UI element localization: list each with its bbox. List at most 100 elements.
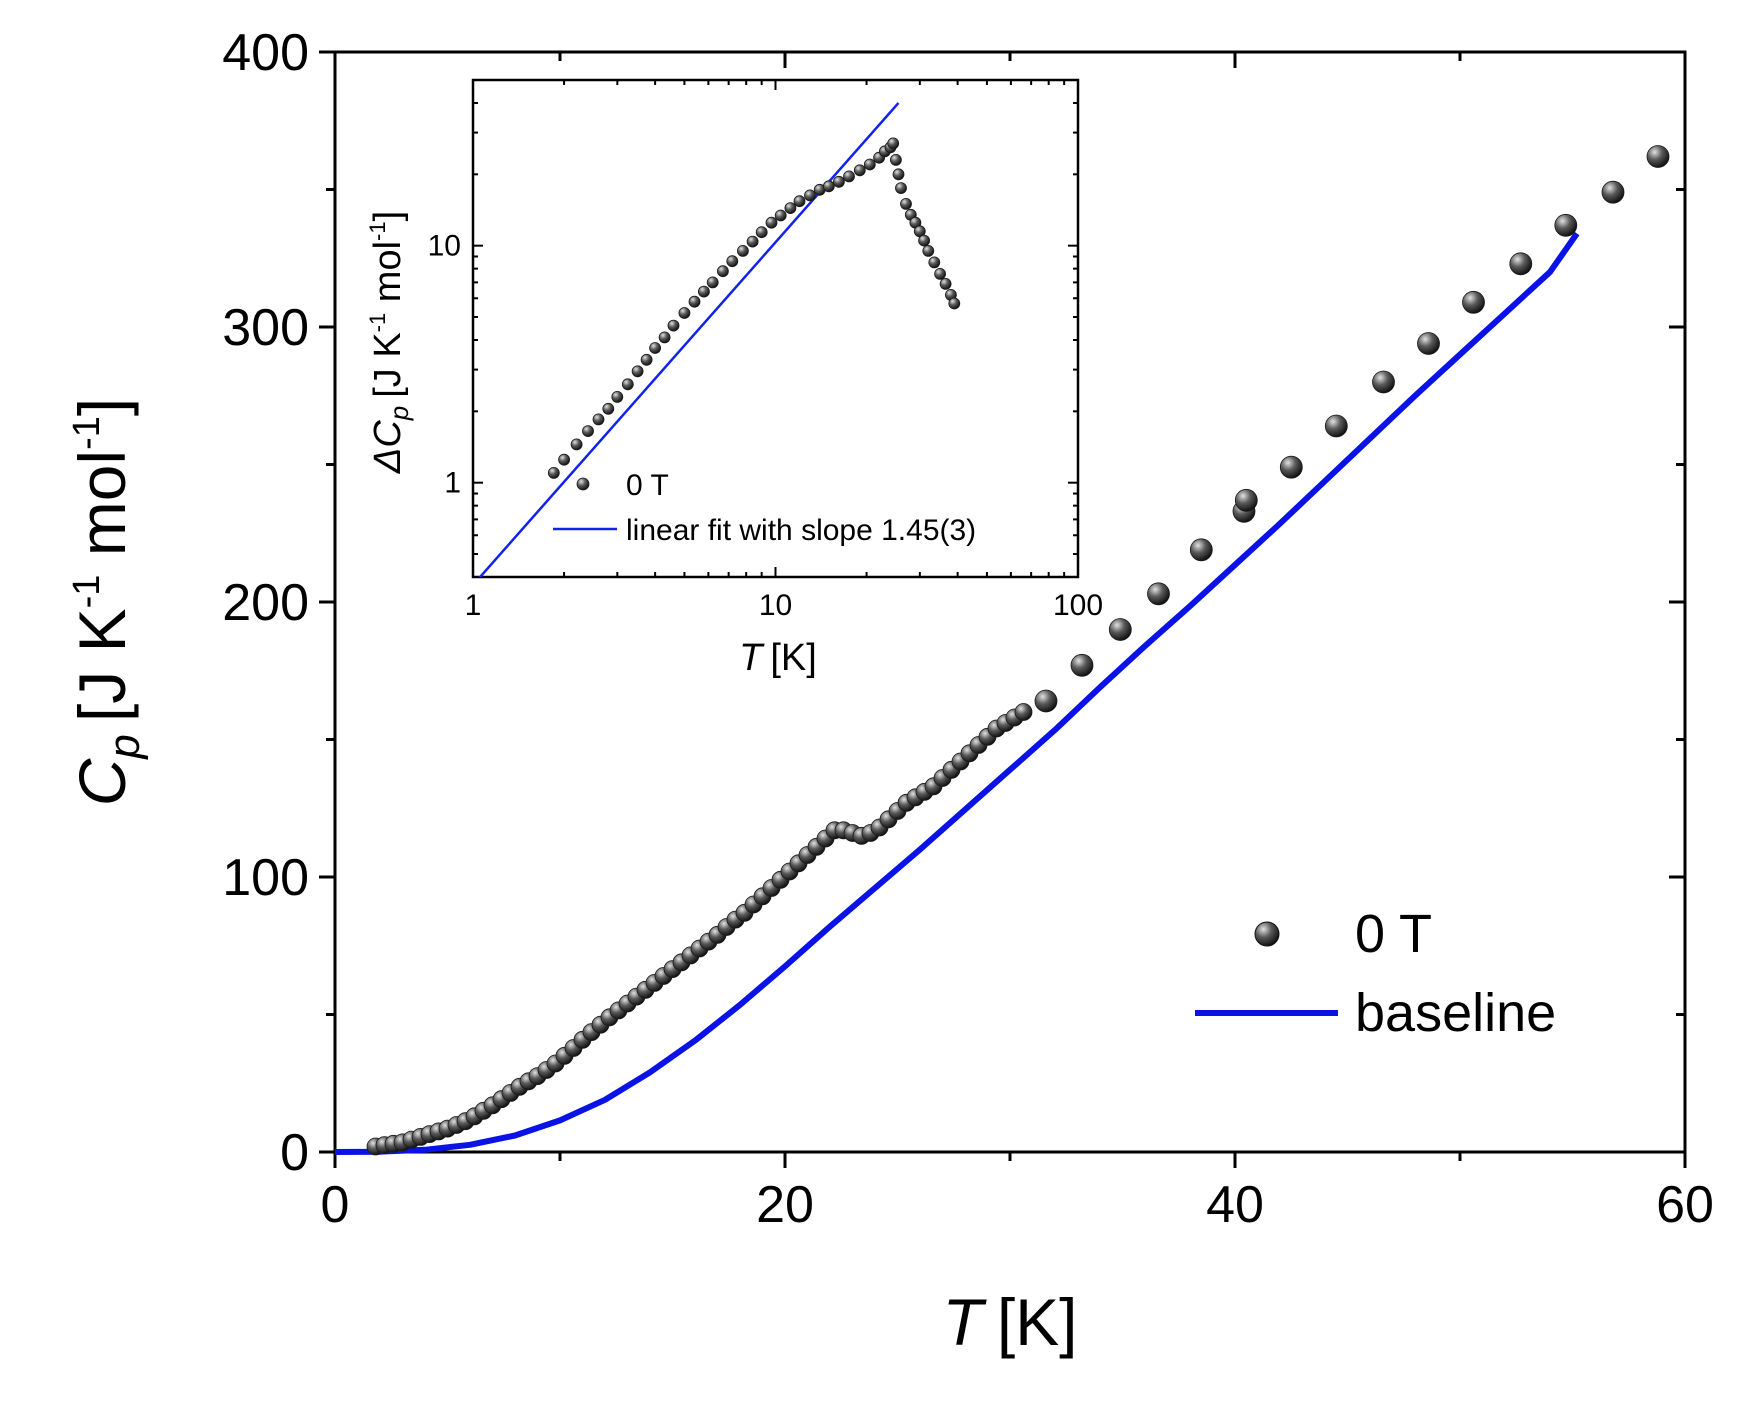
inset-data-point-0t (558, 453, 570, 466)
inset-data-point-0t (890, 153, 902, 166)
inset-data-point-0t (863, 158, 876, 171)
inset-data-point-0t (592, 413, 605, 426)
data-point-0t (1279, 455, 1303, 479)
inset-data-point-0t (631, 365, 644, 378)
data-point-0t (1034, 689, 1058, 713)
data-point-0t (1070, 653, 1094, 677)
main-y-unit-suffix: ] (65, 398, 139, 416)
inset-data-point-0t (822, 180, 835, 193)
inset-y-tick-label: 10 (428, 230, 461, 263)
main-x-axis-title: T [K] (942, 1285, 1077, 1359)
data-point-0t (1509, 252, 1533, 276)
inset-y-unit-prefix: [J K (367, 332, 409, 397)
inset-data-point-0t (746, 235, 759, 248)
main-ticks (319, 50, 1687, 1168)
inset-data-point-0t (717, 265, 729, 278)
inset-legend-label-fit: linear fit with slope 1.45(3) (626, 514, 976, 547)
main-x-tick-label: 0 (321, 1176, 350, 1234)
data-point-0t (1372, 370, 1395, 394)
inset-y-exp1: -1 (365, 313, 390, 333)
main-series (334, 145, 1670, 1156)
inset-data-point-0t (602, 402, 615, 415)
inset-y-axis-title: ΔCp[J K-1 mol-1] (365, 211, 414, 474)
inset-data-point-0t (853, 164, 866, 177)
inset-legend-label-0t: 0 T (626, 469, 669, 502)
inset-data-point-0t (895, 182, 907, 195)
main-x-symbol: T (942, 1285, 987, 1359)
main-y-symbol: C (65, 757, 139, 806)
main-legend-marker (1254, 921, 1280, 947)
inset-x-tick-label: 1 (465, 589, 482, 622)
inset-x-tick-label: 10 (759, 589, 792, 622)
main-legend: 0 T baseline (1195, 904, 1556, 1043)
main-y-tick-label: 200 (222, 574, 309, 632)
data-point-0t (1554, 213, 1578, 237)
inset-legend: 0 T linear fit with slope 1.45(3) (553, 469, 976, 547)
inset-y-tick-label: 1 (444, 467, 461, 500)
main-y-tick-label: 400 (222, 24, 309, 82)
inset-background (473, 80, 1078, 577)
inset-x-tick-label: 100 (1053, 589, 1103, 622)
inset-data-point-0t (765, 216, 778, 229)
inset-data-point-0t (918, 234, 930, 247)
main-y-exp2: -1 (66, 416, 108, 450)
inset-data-point-0t (939, 277, 952, 290)
inset-series (478, 102, 961, 577)
inset-y-symbol: ΔC (367, 420, 409, 474)
inset-data-point-0t (843, 170, 855, 183)
inset-x-symbol: T (739, 637, 765, 679)
main-x-tick-label: 40 (1206, 1176, 1264, 1234)
inset-y-subscript: p (384, 406, 414, 421)
inset-data-point-0t (688, 295, 701, 308)
inset-data-point-0t (658, 331, 671, 344)
main-x-unit: [K] (997, 1285, 1078, 1359)
inset-data-point-0t (774, 209, 787, 222)
data-point-0t (1417, 332, 1440, 355)
main-y-unit-prefix: [J K (65, 608, 139, 722)
inset-data-point-0t (755, 226, 768, 239)
data-point-0t (1014, 703, 1033, 721)
data-point-0t (1108, 618, 1132, 641)
inset-data-point-0t (698, 285, 710, 298)
inset-data-point-0t (892, 168, 905, 181)
inset-data-point-0t (793, 195, 806, 208)
baseline-curve (334, 231, 1580, 1155)
inset-data-point-0t (833, 175, 845, 188)
inset-y-unit-suffix: ] (367, 211, 409, 222)
data-point-0t (1601, 180, 1625, 204)
inset-tick-labels: 1 10 100 1 10 (428, 230, 1103, 622)
main-x-tick-label: 20 (756, 1176, 814, 1234)
inset-data-point-0t (928, 256, 941, 269)
data-point-0t (1324, 414, 1348, 438)
inset-data-point-0t (706, 276, 719, 289)
inset-data-point-0t (737, 244, 749, 257)
data-point-0t (1147, 582, 1170, 606)
inset-data-point-0t (887, 137, 900, 150)
data-point-0t (1189, 538, 1213, 562)
inset-data-point-0t (649, 342, 661, 354)
main-y-exp1: -1 (66, 575, 108, 609)
inset-data-point-0t (784, 202, 797, 215)
inset-data-point-0t (621, 378, 634, 391)
main-y-tick-label: 300 (222, 299, 309, 357)
inset-data-point-0t (726, 255, 739, 268)
main-y-tick-label: 100 (222, 849, 309, 907)
main-legend-label-0t: 0 T (1355, 904, 1432, 964)
main-y-unit-mid: mol (65, 450, 139, 575)
data-point-0t (1234, 488, 1258, 512)
inset-data-point-0t (922, 244, 935, 257)
main-y-axis-title: Cp[J K-1 mol-1] (65, 398, 149, 806)
main-tick-labels: 0 20 40 60 0 100 200 300 400 (222, 24, 1714, 1234)
main-legend-label-baseline: baseline (1355, 983, 1556, 1043)
main-y-tick-label: 0 (280, 1124, 309, 1182)
data-point-0t (1646, 145, 1670, 168)
inset-legend-marker (576, 477, 590, 491)
inset-y-exp2: -1 (365, 221, 390, 241)
inset-y-unit-mid: mol (367, 241, 409, 313)
inset-data-point-0t (900, 197, 912, 210)
inset-x-axis-title: T [K] (739, 637, 817, 679)
inset-data-point-0t (948, 297, 961, 310)
